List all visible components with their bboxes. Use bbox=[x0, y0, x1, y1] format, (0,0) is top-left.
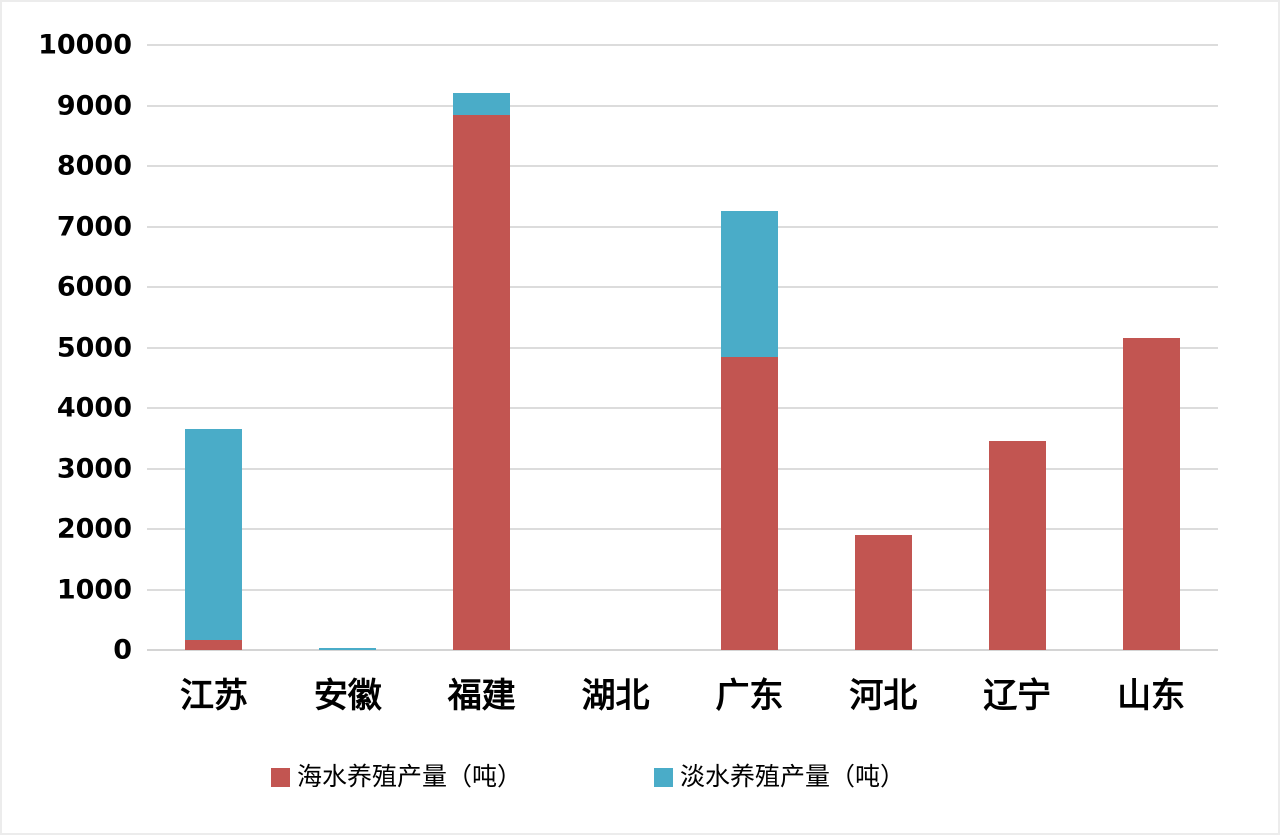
gridline bbox=[147, 528, 1218, 530]
y-tick-label: 10000 bbox=[38, 29, 132, 61]
x-tick-label: 湖北 bbox=[581, 678, 650, 715]
gridline bbox=[147, 467, 1218, 470]
bar-stack-河北 bbox=[854, 535, 912, 650]
x-tick-label: 河北 bbox=[849, 678, 918, 715]
legend-swatch-icon bbox=[270, 767, 290, 787]
gridline bbox=[147, 165, 1218, 167]
gridline bbox=[147, 104, 1218, 107]
gridline bbox=[147, 346, 1218, 349]
y-tick-label: 1000 bbox=[56, 574, 132, 605]
bar-segment bbox=[453, 114, 511, 650]
bar-segment bbox=[319, 648, 377, 650]
legend-label: 海水养殖产量（吨） bbox=[296, 763, 522, 791]
legend-item: 淡水养殖产量（吨） bbox=[654, 765, 905, 790]
x-axis: 江苏 安徽 福建 湖北 广东 河北 辽宁 山东 bbox=[147, 668, 1218, 726]
bar-segment bbox=[854, 535, 912, 650]
x-tick-label: 江苏 bbox=[179, 678, 248, 715]
gridline bbox=[147, 588, 1218, 591]
x-tick-label: 辽宁 bbox=[983, 678, 1052, 715]
bar-segment bbox=[185, 429, 243, 640]
bar-stack-山东 bbox=[1122, 338, 1180, 650]
y-tick-label: 0 bbox=[113, 634, 132, 666]
x-tick-label: 山东 bbox=[1117, 678, 1186, 715]
bar-segment bbox=[185, 639, 243, 650]
bar-segment bbox=[988, 441, 1046, 650]
y-tick-label: 7000 bbox=[56, 211, 132, 242]
gridline bbox=[147, 44, 1218, 46]
legend: 海水养殖产量（吨） 淡水养殖产量（吨） bbox=[2, 754, 1226, 800]
bar-segment bbox=[453, 93, 511, 115]
x-tick-label: 安徽 bbox=[313, 678, 382, 715]
y-tick-label: 9000 bbox=[56, 90, 132, 121]
x-tick-label: 福建 bbox=[447, 678, 516, 715]
gridline bbox=[147, 407, 1218, 409]
legend-swatch-icon bbox=[654, 767, 673, 787]
bar-stack-广东 bbox=[720, 211, 778, 650]
y-tick-label: 4000 bbox=[56, 392, 132, 424]
legend-item: 海水养殖产量（吨） bbox=[270, 763, 522, 791]
bar-stack-安徽 bbox=[319, 648, 377, 650]
bar-stack-辽宁 bbox=[988, 441, 1046, 650]
y-tick-label: 5000 bbox=[56, 332, 132, 363]
bar-segment bbox=[720, 211, 778, 357]
plot-area bbox=[147, 44, 1218, 651]
y-tick-label: 8000 bbox=[56, 150, 132, 182]
y-tick-label: 2000 bbox=[56, 513, 132, 545]
bar-stack-江苏 bbox=[185, 429, 243, 650]
y-tick-label: 3000 bbox=[56, 453, 132, 484]
x-tick-label: 广东 bbox=[715, 678, 784, 715]
bar-segment bbox=[720, 356, 778, 650]
gridline bbox=[147, 225, 1218, 228]
bar-stack-福建 bbox=[453, 93, 511, 650]
x-axis-line bbox=[147, 649, 1218, 651]
y-tick-label: 6000 bbox=[56, 271, 132, 303]
legend-label: 淡水养殖产量（吨） bbox=[680, 763, 906, 791]
bar-segment bbox=[1122, 338, 1180, 650]
gridline bbox=[147, 286, 1218, 288]
y-axis: 0 1000 2000 3000 4000 5000 6000 7000 8000 9000 100… bbox=[2, 32, 132, 664]
